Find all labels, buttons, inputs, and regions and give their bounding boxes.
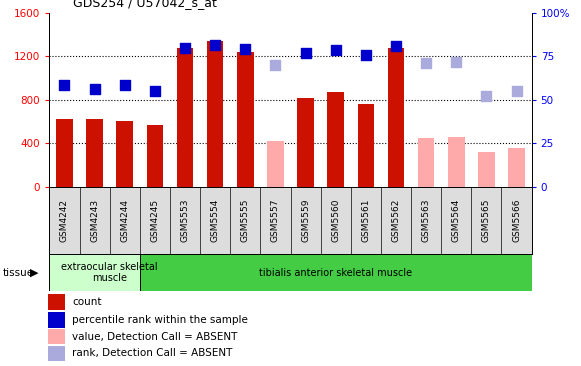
Bar [508,147,525,187]
Point [331,47,340,53]
Text: tissue: tissue [3,268,34,278]
Text: GSM4243: GSM4243 [90,199,99,242]
Point [482,94,491,100]
Point [150,88,160,94]
Text: GSM5562: GSM5562 [392,199,400,242]
Bar [48,329,65,344]
Bar [48,346,65,361]
Text: GSM5565: GSM5565 [482,199,491,242]
Point [512,88,521,94]
Bar [146,125,163,187]
Text: GSM5557: GSM5557 [271,199,280,242]
Bar [357,104,374,187]
Point [301,50,310,56]
Text: GDS254 / U57042_s_at: GDS254 / U57042_s_at [73,0,217,9]
Bar [49,254,170,291]
Bar [388,48,404,187]
Bar [177,48,193,187]
Text: GSM5566: GSM5566 [512,199,521,242]
Text: percentile rank within the sample: percentile rank within the sample [73,315,248,325]
Bar [478,152,494,187]
Bar [418,138,435,187]
Bar [237,52,253,187]
Bar [328,92,344,187]
Bar [48,313,65,328]
Text: GSM5561: GSM5561 [361,199,370,242]
Point [421,60,431,66]
Text: GSM5555: GSM5555 [241,199,250,242]
Bar [140,254,532,291]
Text: ▶: ▶ [30,268,39,278]
Text: GSM4244: GSM4244 [120,199,129,242]
Text: count: count [73,297,102,307]
Point [120,82,130,87]
Text: GSM4245: GSM4245 [150,199,159,242]
Point [210,42,220,48]
Text: GSM4242: GSM4242 [60,199,69,242]
Text: GSM5560: GSM5560 [331,199,340,242]
Bar [297,98,314,187]
Point [392,44,401,49]
Bar [207,41,224,187]
Text: GSM5559: GSM5559 [301,199,310,242]
Text: GSM5553: GSM5553 [181,199,189,242]
Text: GSM5564: GSM5564 [452,199,461,242]
Bar [87,119,103,187]
Bar [116,122,133,187]
Point [180,45,189,51]
Bar [448,137,465,187]
Text: tibialis anterior skeletal muscle: tibialis anterior skeletal muscle [259,268,413,278]
Point [241,46,250,52]
Bar [56,119,73,187]
Point [60,82,69,87]
Bar [267,141,284,187]
Point [451,59,461,65]
Text: GSM5563: GSM5563 [422,199,431,242]
Text: rank, Detection Call = ABSENT: rank, Detection Call = ABSENT [73,348,233,358]
Point [361,52,371,58]
Bar [48,294,65,310]
Text: GSM5554: GSM5554 [211,199,220,242]
Text: value, Detection Call = ABSENT: value, Detection Call = ABSENT [73,332,238,342]
Text: extraocular skeletal
muscle: extraocular skeletal muscle [62,262,158,284]
Point [90,86,99,92]
Point [271,62,280,68]
